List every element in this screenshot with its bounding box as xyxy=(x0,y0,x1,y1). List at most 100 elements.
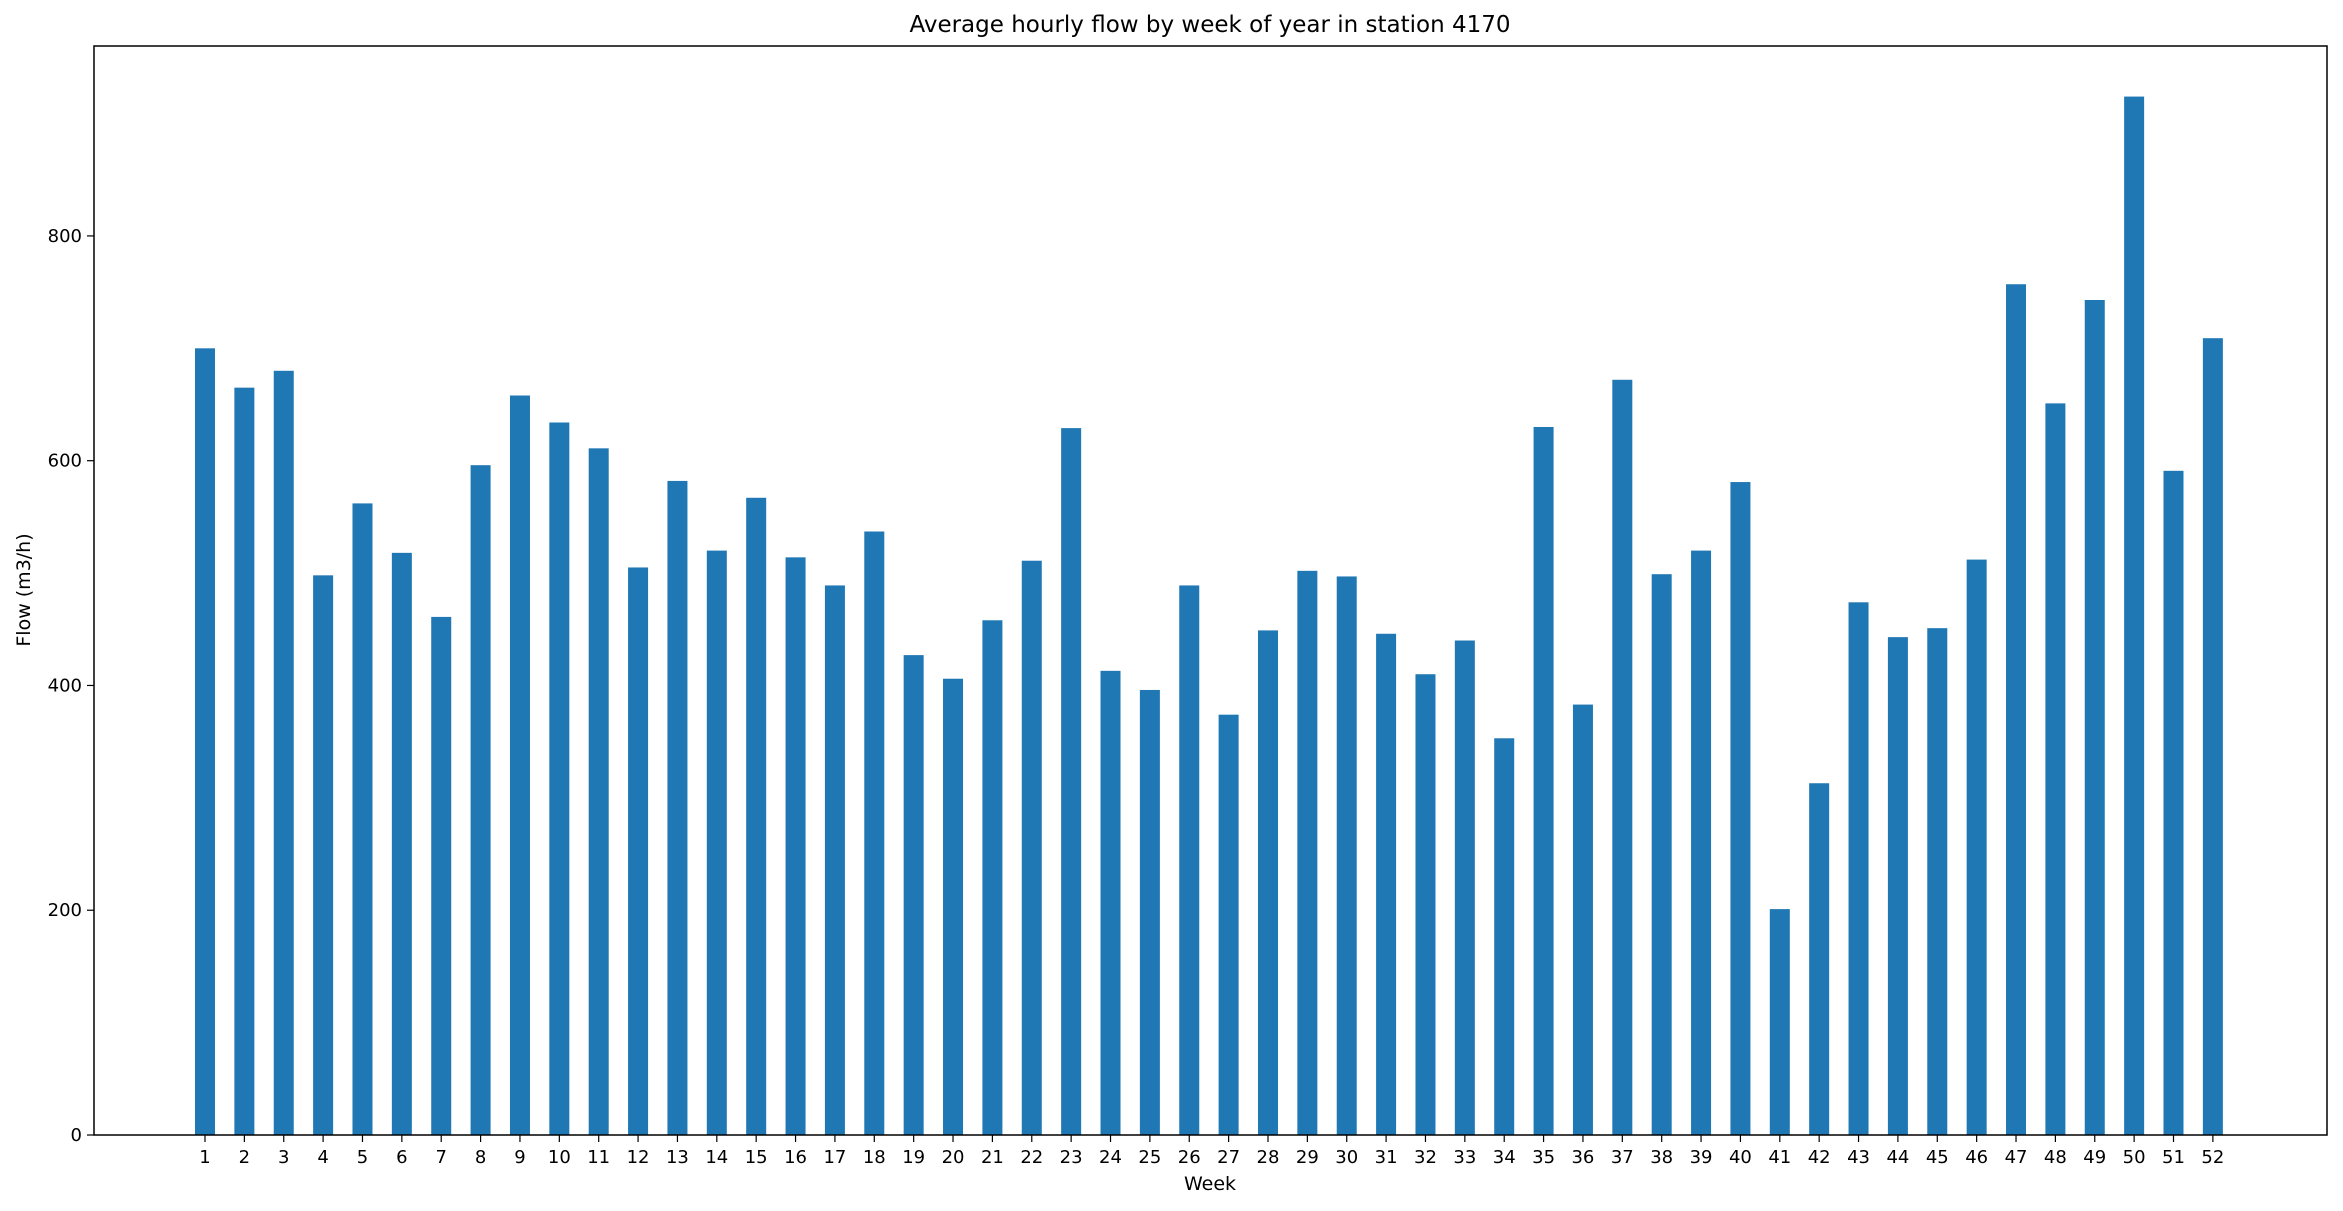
x-tick-label: 51 xyxy=(2162,1147,2185,1168)
x-tick-label: 46 xyxy=(1965,1147,1988,1168)
x-tick-label: 15 xyxy=(745,1147,768,1168)
bar-week-10 xyxy=(549,422,570,1135)
x-tick-label: 20 xyxy=(942,1147,965,1168)
bar-week-32 xyxy=(1415,674,1436,1135)
x-axis-ticks: 1 2 3 4 5 6 7 8 9 10 11 12 13 14 15 16 17 18 19 20 21 22 23 24 2… xyxy=(199,1135,2224,1168)
bar-week-22 xyxy=(1021,560,1042,1135)
x-tick-label: 42 xyxy=(1808,1147,1831,1168)
bar-week-20 xyxy=(943,678,964,1135)
bar-week-8 xyxy=(470,465,491,1135)
x-tick-label: 23 xyxy=(1060,1147,1083,1168)
y-tick-label: 400 xyxy=(48,675,82,696)
x-tick-label: 48 xyxy=(2044,1147,2067,1168)
x-tick-label: 9 xyxy=(514,1147,525,1168)
bar-week-33 xyxy=(1454,640,1475,1135)
x-tick-label: 38 xyxy=(1650,1147,1673,1168)
bars-layer xyxy=(195,96,2223,1136)
bar-week-7 xyxy=(431,616,452,1135)
x-tick-label: 49 xyxy=(2083,1147,2106,1168)
x-tick-label: 14 xyxy=(705,1147,728,1168)
x-tick-label: 34 xyxy=(1493,1147,1516,1168)
bar-week-46 xyxy=(1966,559,1987,1135)
x-tick-label: 52 xyxy=(2201,1147,2224,1168)
bar-week-31 xyxy=(1376,633,1397,1135)
bar-week-50 xyxy=(2124,96,2145,1136)
bar-week-43 xyxy=(1848,602,1869,1135)
x-tick-label: 40 xyxy=(1729,1147,1752,1168)
bar-week-36 xyxy=(1572,704,1593,1135)
x-tick-label: 31 xyxy=(1375,1147,1398,1168)
bar-week-42 xyxy=(1809,783,1830,1135)
x-tick-label: 18 xyxy=(863,1147,886,1168)
bar-week-29 xyxy=(1297,570,1318,1135)
x-tick-label: 47 xyxy=(2005,1147,2028,1168)
x-tick-label: 5 xyxy=(357,1147,368,1168)
bar-week-1 xyxy=(195,348,215,1135)
bar-week-4 xyxy=(313,575,334,1135)
x-tick-label: 39 xyxy=(1690,1147,1713,1168)
x-tick-label: 24 xyxy=(1099,1147,1122,1168)
x-tick-label: 8 xyxy=(475,1147,486,1168)
chart-title: Average hourly flow by week of year in s… xyxy=(909,12,1510,38)
y-axis-label: Flow (m3/h) xyxy=(13,533,35,646)
bar-week-47 xyxy=(2006,284,2027,1135)
bar-week-35 xyxy=(1533,426,1554,1136)
x-tick-label: 7 xyxy=(435,1147,446,1168)
x-axis-label: Week xyxy=(1184,1173,1236,1195)
x-tick-label: 29 xyxy=(1296,1147,1319,1168)
bar-week-41 xyxy=(1769,909,1790,1135)
bar-week-45 xyxy=(1927,628,1948,1135)
bar-week-2 xyxy=(234,387,255,1135)
bar-week-26 xyxy=(1179,585,1200,1135)
x-tick-label: 11 xyxy=(587,1147,610,1168)
bar-week-49 xyxy=(2084,299,2105,1135)
x-tick-label: 10 xyxy=(548,1147,571,1168)
bar-week-24 xyxy=(1100,670,1121,1135)
x-tick-label: 1 xyxy=(199,1147,210,1168)
bar-week-30 xyxy=(1336,576,1357,1135)
bar-week-11 xyxy=(588,448,609,1136)
bar-week-37 xyxy=(1612,379,1633,1135)
x-tick-label: 13 xyxy=(666,1147,689,1168)
x-tick-label: 19 xyxy=(902,1147,925,1168)
bar-week-6 xyxy=(391,552,412,1135)
x-tick-label: 30 xyxy=(1335,1147,1358,1168)
bar-week-21 xyxy=(982,620,1003,1135)
bar-week-12 xyxy=(628,567,649,1135)
bar-week-9 xyxy=(509,395,530,1135)
y-tick-label: 600 xyxy=(48,451,82,472)
y-axis-ticks: 0 200 400 600 800 xyxy=(48,226,94,1146)
x-tick-label: 33 xyxy=(1453,1147,1476,1168)
y-tick-label: 200 xyxy=(48,900,82,921)
bar-week-48 xyxy=(2045,403,2066,1135)
x-tick-label: 6 xyxy=(396,1147,407,1168)
x-tick-label: 41 xyxy=(1768,1147,1791,1168)
bar-week-3 xyxy=(273,370,294,1135)
bar-week-16 xyxy=(785,557,806,1135)
x-tick-label: 32 xyxy=(1414,1147,1437,1168)
bar-week-38 xyxy=(1651,574,1672,1135)
x-tick-label: 37 xyxy=(1611,1147,1634,1168)
bar-week-52 xyxy=(2202,338,2223,1135)
x-tick-label: 25 xyxy=(1138,1147,1161,1168)
x-tick-label: 27 xyxy=(1217,1147,1240,1168)
x-tick-label: 28 xyxy=(1257,1147,1280,1168)
bar-week-5 xyxy=(352,503,373,1135)
x-tick-label: 17 xyxy=(823,1147,846,1168)
x-tick-label: 43 xyxy=(1847,1147,1870,1168)
bar-week-28 xyxy=(1257,630,1278,1135)
x-tick-label: 35 xyxy=(1532,1147,1555,1168)
x-tick-label: 3 xyxy=(278,1147,289,1168)
bar-week-25 xyxy=(1139,689,1160,1135)
bar-week-15 xyxy=(746,497,767,1135)
y-tick-label: 800 xyxy=(48,226,82,247)
x-tick-label: 2 xyxy=(239,1147,250,1168)
bar-week-34 xyxy=(1494,738,1515,1135)
bar-week-14 xyxy=(706,550,727,1135)
x-tick-label: 21 xyxy=(981,1147,1004,1168)
bar-week-27 xyxy=(1218,714,1239,1135)
plot-area-frame xyxy=(93,45,2328,1136)
